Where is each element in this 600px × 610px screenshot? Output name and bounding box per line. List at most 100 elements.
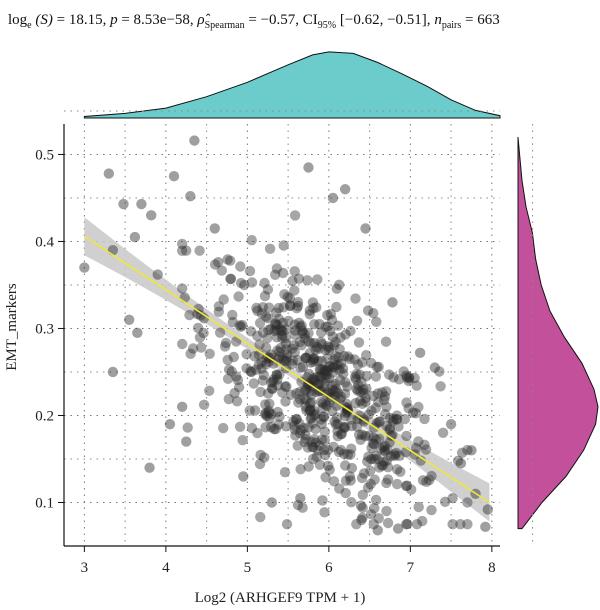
scatter-point [307,297,319,308]
scatter-point [274,346,285,358]
scatter-point [336,428,347,439]
scatter-point [368,432,379,443]
scatter-point [378,441,389,453]
rho-sub: Spearman [204,20,245,31]
scatter-point [321,373,332,384]
scatter-point [320,344,331,356]
scatter-point [391,447,402,459]
scatter-point [297,362,309,373]
scatter-point [246,366,257,378]
scatter-point [277,325,288,336]
scatter-point [312,445,324,456]
scatter-point [401,480,412,492]
scatter-point [395,466,406,477]
scatter-point [227,309,238,321]
scatter-point [275,342,286,354]
scatter-point [295,492,306,504]
scatter-point [299,333,310,344]
scatter-point [274,351,285,362]
scatter-point [312,356,324,367]
scatter-point [306,412,317,423]
scatter-point [419,413,430,425]
scatter-point [382,444,393,455]
scatter-point [339,423,350,434]
scatter-point [346,462,358,474]
scatter-point [328,441,339,452]
scatter-point [246,235,257,246]
scatter-point [406,484,417,495]
scatter-point [340,460,351,471]
scatter-point [132,327,143,339]
grid-lines [64,110,534,546]
scatter-point [421,476,432,487]
y-tick-label: 0.4 [35,234,54,250]
scatter-point [351,519,362,530]
scatter-point [303,162,314,173]
scatter-point [398,366,409,377]
scatter-point [277,387,288,398]
scatter-point [306,389,317,400]
scatter-point [372,525,383,536]
scatter-point [315,336,327,348]
scatter-point [379,445,390,456]
scatter-point [384,424,395,435]
scatter-point [272,380,283,391]
scatter-point [382,462,394,473]
scatter-point [324,360,336,372]
scatter-point [320,450,331,461]
scatter-point [320,399,332,410]
scatter-point [413,401,424,413]
scatter-point [129,231,141,243]
scatter-point [480,521,491,533]
scatter-point [231,336,242,347]
y-tick-label: 0.2 [35,408,54,424]
scatter-point [323,344,335,356]
scatter-point [256,356,267,368]
scatter-point [332,431,343,442]
x-tick-label: 3 [81,560,89,576]
scatter-point [225,255,236,266]
scatter-point [323,460,334,471]
scatter-point [229,387,240,399]
scatter-point [209,223,220,234]
scatter-point [317,495,328,506]
scatter-point [263,388,274,399]
scatter-point [303,327,314,339]
scatter-point [302,442,314,453]
scatter-point [447,493,458,504]
scatter-point [293,397,304,408]
scatter-point [373,396,384,408]
scatter-point [246,422,258,434]
scatter-point [369,454,380,465]
scatter-point [146,210,157,221]
scatter-point [272,406,283,418]
scatter-point [401,397,412,408]
scatter-point [365,509,377,520]
scatter-point [281,324,292,335]
scatter-point [281,381,292,392]
scatter-point [293,317,305,328]
scatter-point [289,424,300,435]
rho-value: = −0.57, [248,12,300,28]
x-tick-label: 4 [162,560,170,576]
scatter-point [345,475,356,486]
scatter-point [335,358,347,369]
scatter-point [354,369,365,380]
scatter-point [360,396,371,408]
scatter-point [369,503,380,514]
scatter-point [321,400,332,412]
scatter-point [292,354,303,366]
scatter-point [304,347,315,359]
scatter-point [366,405,377,416]
right-density-plot [517,137,599,530]
scatter-point [267,383,278,394]
axes: 3 4 5 6 7 8 0.1 0.2 0.3 0.4 0.5 [35,124,500,576]
scatter-point [252,305,263,316]
scatter-point [164,418,176,430]
scatter-point [336,391,347,403]
scatter-point [198,327,209,339]
scatter-point [401,430,412,442]
scatter-point [391,410,403,421]
scatter-point [281,353,292,364]
scatter-point [181,436,192,447]
